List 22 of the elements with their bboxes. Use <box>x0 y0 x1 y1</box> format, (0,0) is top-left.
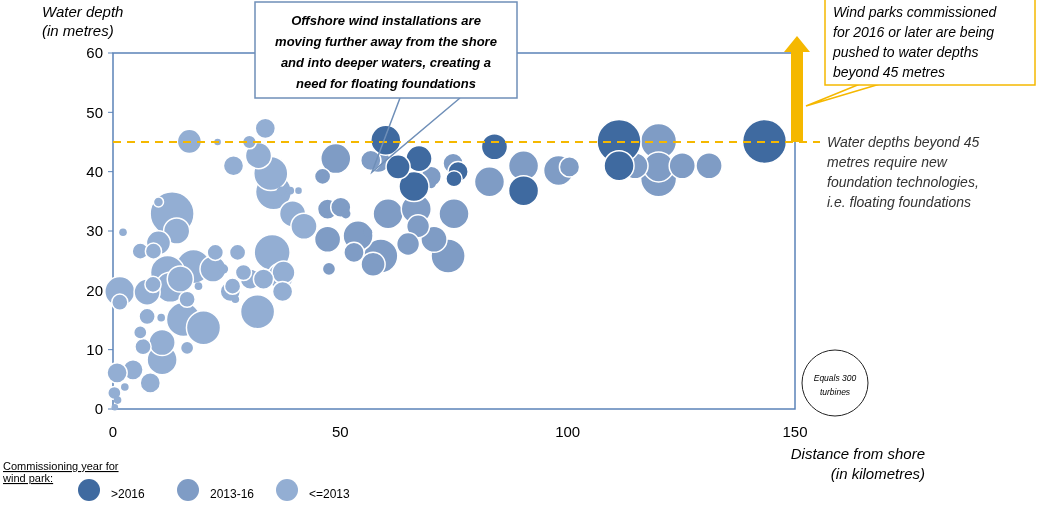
legend-title: Commissioning year for wind park: <box>2 460 119 484</box>
y-tick-label: 60 <box>86 44 103 62</box>
x-tick-label: 0 <box>108 423 118 440</box>
y-axis-title: Water depth (in metres) <box>42 3 124 39</box>
y-tick-label: 30 <box>86 222 103 240</box>
x-tick-label: 150 <box>782 423 808 440</box>
size-legend: Equals 300 turbines <box>801 349 869 417</box>
y-tick-label: 20 <box>86 281 103 299</box>
legend-label: <=2013 <box>309 487 351 501</box>
legend-label: Equals 300 turbines <box>813 373 857 397</box>
legend-label: >2016 <box>111 487 146 501</box>
text: Wind parks commissioned for 2016 or later are being pushed to water depths beyond 45 metres <box>832 4 998 80</box>
y-tick-label: 10 <box>86 340 103 358</box>
x-axis-title: Distance from shore (in kilometres) <box>790 445 925 482</box>
legend-label: 2013-16 <box>210 487 255 501</box>
y-tick-label: 40 <box>86 162 103 180</box>
y-tick-label: 50 <box>86 103 103 121</box>
x-tick-label: 100 <box>555 423 581 440</box>
x-tick-label: 50 <box>331 423 349 440</box>
annotation: Offshore wind installations are moving further away from the shore and into deeper waters, creating a need for floating foundations <box>275 13 497 91</box>
y-tick-label: 0 <box>94 400 103 418</box>
ref-line-label: Water depths beyond 45 metres require new foundation technologies, i.e. floating foundations <box>827 134 980 210</box>
